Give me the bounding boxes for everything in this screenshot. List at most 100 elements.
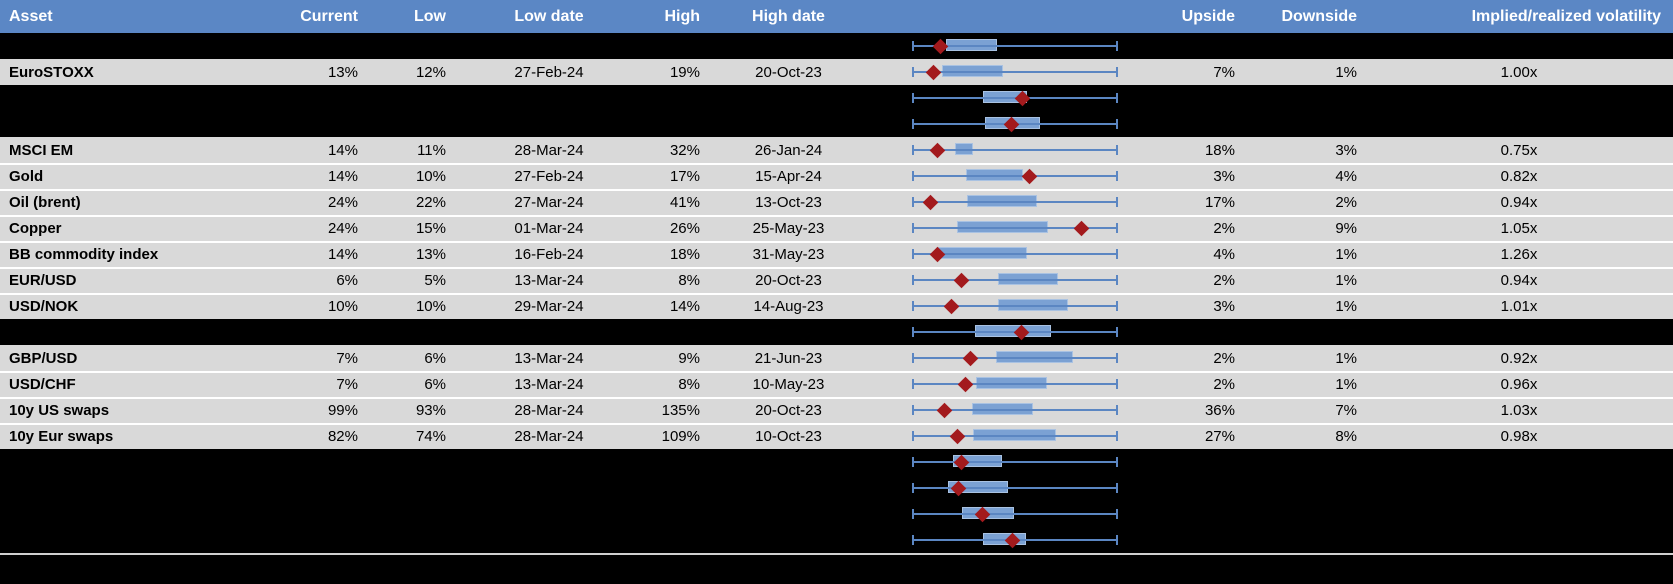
cell-vol[interactable]: 0.94x bbox=[1500, 271, 1538, 289]
cell-upside[interactable]: 2% bbox=[1213, 271, 1235, 289]
cell-chart[interactable] bbox=[865, 293, 1135, 319]
cell-upside[interactable]: 3% bbox=[1213, 167, 1235, 185]
cell-low[interactable]: 5% bbox=[424, 271, 446, 289]
cell-high_date[interactable]: 31-May-23 bbox=[752, 245, 825, 263]
cell-high_date[interactable]: 26-Jan-24 bbox=[754, 141, 823, 159]
cell-asset[interactable]: USD/CHF bbox=[9, 375, 76, 393]
cell-low_date[interactable]: 28-Mar-24 bbox=[514, 427, 584, 445]
cell-upside[interactable]: 2% bbox=[1213, 219, 1235, 237]
cell-high[interactable]: 14% bbox=[669, 297, 700, 315]
cell-downside[interactable]: 1% bbox=[1335, 63, 1357, 81]
cell-downside[interactable]: 4% bbox=[1335, 167, 1357, 185]
cell-chart[interactable] bbox=[865, 371, 1135, 397]
cell-current[interactable]: 13% bbox=[327, 63, 358, 81]
cell-low[interactable]: 93% bbox=[415, 401, 446, 419]
cell-chart[interactable] bbox=[865, 163, 1135, 189]
cell-low[interactable]: 13% bbox=[415, 245, 446, 263]
cell-current[interactable]: 7% bbox=[336, 375, 358, 393]
cell-low[interactable]: 6% bbox=[424, 375, 446, 393]
cell-high_date[interactable]: 21-Jun-23 bbox=[754, 349, 823, 367]
cell-asset[interactable]: Copper bbox=[9, 219, 62, 237]
cell-high_date[interactable]: 15-Apr-24 bbox=[755, 167, 822, 185]
cell-downside[interactable]: 7% bbox=[1335, 401, 1357, 419]
cell-chart[interactable] bbox=[865, 189, 1135, 215]
cell-current[interactable]: 10% bbox=[327, 297, 358, 315]
cell-current[interactable]: 6% bbox=[336, 271, 358, 289]
cell-vol[interactable]: 1.01x bbox=[1500, 297, 1538, 315]
cell-upside[interactable]: 27% bbox=[1204, 427, 1235, 445]
cell-asset[interactable]: Oil (brent) bbox=[9, 193, 81, 211]
cell-current[interactable]: 14% bbox=[327, 167, 358, 185]
cell-high[interactable]: 18% bbox=[669, 245, 700, 263]
cell-high_date[interactable]: 20-Oct-23 bbox=[755, 401, 822, 419]
cell-vol[interactable]: 0.96x bbox=[1500, 375, 1538, 393]
cell-upside[interactable]: 17% bbox=[1204, 193, 1235, 211]
cell-downside[interactable]: 9% bbox=[1335, 219, 1357, 237]
cell-asset[interactable]: BB commodity index bbox=[9, 245, 159, 263]
cell-asset[interactable]: Gold bbox=[9, 167, 44, 185]
cell-high[interactable]: 8% bbox=[678, 271, 700, 289]
cell-asset[interactable]: GBP/USD bbox=[9, 349, 78, 367]
cell-chart[interactable] bbox=[865, 215, 1135, 241]
cell-vol[interactable]: 0.75x bbox=[1500, 141, 1538, 159]
cell-chart[interactable] bbox=[865, 423, 1135, 449]
cell-vol[interactable]: 0.94x bbox=[1500, 193, 1538, 211]
cell-upside[interactable]: 4% bbox=[1213, 245, 1235, 263]
cell-current[interactable]: 24% bbox=[327, 193, 358, 211]
cell-high[interactable]: 135% bbox=[661, 401, 700, 419]
cell-asset[interactable]: EUR/USD bbox=[9, 271, 77, 289]
cell-low_date[interactable]: 27-Feb-24 bbox=[514, 63, 584, 81]
cell-upside[interactable]: 36% bbox=[1204, 401, 1235, 419]
cell-high[interactable]: 26% bbox=[669, 219, 700, 237]
cell-low[interactable]: 22% bbox=[415, 193, 446, 211]
cell-upside[interactable]: 18% bbox=[1204, 141, 1235, 159]
cell-high[interactable]: 9% bbox=[678, 349, 700, 367]
cell-chart[interactable] bbox=[865, 241, 1135, 267]
cell-low_date[interactable]: 01-Mar-24 bbox=[514, 219, 584, 237]
column-header-current[interactable]: Current bbox=[300, 7, 358, 25]
cell-current[interactable]: 99% bbox=[327, 401, 358, 419]
cell-low_date[interactable]: 16-Feb-24 bbox=[514, 245, 584, 263]
cell-low_date[interactable]: 28-Mar-24 bbox=[514, 141, 584, 159]
cell-asset[interactable]: 10y Eur swaps bbox=[9, 427, 114, 445]
cell-low[interactable]: 11% bbox=[417, 141, 446, 159]
cell-low_date[interactable]: 28-Mar-24 bbox=[514, 401, 584, 419]
cell-upside[interactable]: 2% bbox=[1213, 349, 1235, 367]
cell-vol[interactable]: 0.82x bbox=[1500, 167, 1538, 185]
cell-asset[interactable]: USD/NOK bbox=[9, 297, 79, 315]
cell-high_date[interactable]: 13-Oct-23 bbox=[755, 193, 822, 211]
cell-high[interactable]: 109% bbox=[661, 427, 700, 445]
cell-low[interactable]: 10% bbox=[415, 167, 446, 185]
cell-low_date[interactable]: 29-Mar-24 bbox=[514, 297, 584, 315]
cell-low[interactable]: 6% bbox=[424, 349, 446, 367]
cell-upside[interactable]: 7% bbox=[1213, 63, 1235, 81]
cell-asset[interactable]: EuroSTOXX bbox=[9, 63, 94, 81]
cell-vol[interactable]: 1.05x bbox=[1500, 219, 1538, 237]
cell-downside[interactable]: 8% bbox=[1335, 427, 1357, 445]
column-header-high-date[interactable]: High date bbox=[752, 7, 825, 25]
cell-high_date[interactable]: 25-May-23 bbox=[752, 219, 825, 237]
cell-chart[interactable] bbox=[865, 267, 1135, 293]
cell-vol[interactable]: 1.03x bbox=[1500, 401, 1538, 419]
cell-current[interactable]: 82% bbox=[327, 427, 358, 445]
column-header-downside[interactable]: Downside bbox=[1281, 7, 1357, 25]
cell-high[interactable]: 8% bbox=[678, 375, 700, 393]
cell-low[interactable]: 10% bbox=[415, 297, 446, 315]
cell-low_date[interactable]: 13-Mar-24 bbox=[514, 375, 584, 393]
cell-high_date[interactable]: 10-May-23 bbox=[752, 375, 825, 393]
column-header-high[interactable]: High bbox=[664, 7, 700, 25]
cell-current[interactable]: 7% bbox=[336, 349, 358, 367]
cell-chart[interactable] bbox=[865, 397, 1135, 423]
cell-low[interactable]: 74% bbox=[415, 427, 446, 445]
cell-downside[interactable]: 1% bbox=[1335, 349, 1357, 367]
cell-vol[interactable]: 0.98x bbox=[1500, 427, 1538, 445]
cell-chart[interactable] bbox=[865, 59, 1135, 85]
cell-chart[interactable] bbox=[865, 137, 1135, 163]
column-header-implied-realized-volatility[interactable]: Implied/realized volatility bbox=[1471, 7, 1661, 25]
column-header-upside[interactable]: Upside bbox=[1181, 7, 1235, 25]
cell-high[interactable]: 41% bbox=[669, 193, 700, 211]
cell-high[interactable]: 32% bbox=[669, 141, 700, 159]
cell-high_date[interactable]: 20-Oct-23 bbox=[755, 63, 822, 81]
cell-low_date[interactable]: 13-Mar-24 bbox=[514, 271, 584, 289]
cell-high_date[interactable]: 10-Oct-23 bbox=[755, 427, 822, 445]
